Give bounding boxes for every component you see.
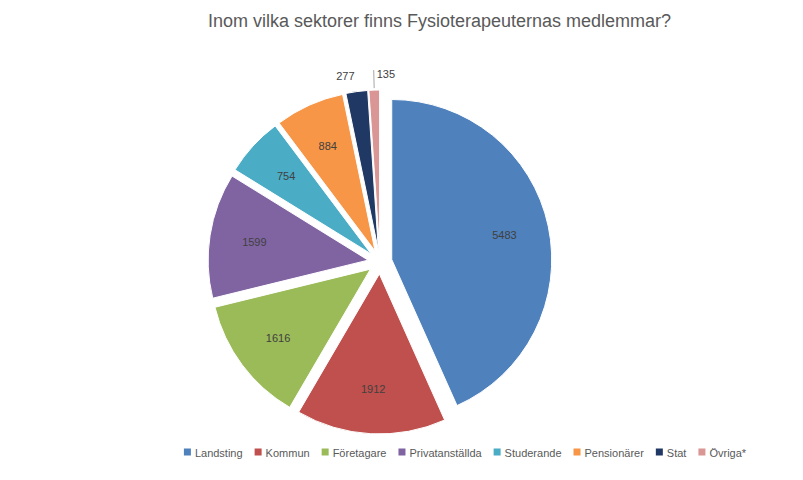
legend-item: Landsting <box>184 447 243 459</box>
legend-swatch <box>698 449 705 456</box>
legend: Landsting Kommun Företagare Privatanställda… <box>184 447 747 459</box>
legend-swatch <box>184 449 191 456</box>
legend-label: Stat <box>667 447 687 459</box>
legend-label: Privatanställda <box>409 447 482 459</box>
legend-item: Kommun <box>255 447 310 459</box>
data-label: 884 <box>319 140 337 152</box>
title: Inom vilka sektorer finns Fysioterapeute… <box>208 11 671 31</box>
legend-label: Landsting <box>195 447 243 459</box>
data-label: 1912 <box>361 383 385 395</box>
legend-swatch <box>656 449 663 456</box>
data-label: 135 <box>377 68 395 80</box>
legend-swatch <box>398 449 405 456</box>
legend-swatch <box>574 449 581 456</box>
legend-item: Stat <box>656 447 687 459</box>
legend-label: Pensionärer <box>585 447 645 459</box>
slice <box>369 90 380 250</box>
data-label: 754 <box>277 170 295 182</box>
data-label: 1616 <box>266 332 290 344</box>
data-label: 5483 <box>492 229 516 241</box>
legend-label: Studerande <box>505 447 562 459</box>
pie <box>208 90 552 434</box>
legend-item: Företagare <box>322 447 387 459</box>
legend-item: Pensionärer <box>574 447 645 459</box>
data-labels: 5483 1912 1616 1599 754 884 277 135 <box>242 68 517 395</box>
data-label: 277 <box>336 70 354 82</box>
data-label: 1599 <box>242 236 266 248</box>
legend-swatch <box>255 449 262 456</box>
legend-item: Övriga* <box>698 447 746 459</box>
chart: Inom vilka sektorer finns Fysioterapeute… <box>0 0 803 480</box>
legend-swatch <box>322 449 329 456</box>
legend-item: Studerande <box>494 447 562 459</box>
legend-swatch <box>494 449 501 456</box>
leader-line <box>373 70 374 88</box>
legend-label: Företagare <box>333 447 387 459</box>
legend-item: Privatanställda <box>398 447 482 459</box>
legend-label: Övriga* <box>709 447 746 459</box>
legend-label: Kommun <box>266 447 310 459</box>
